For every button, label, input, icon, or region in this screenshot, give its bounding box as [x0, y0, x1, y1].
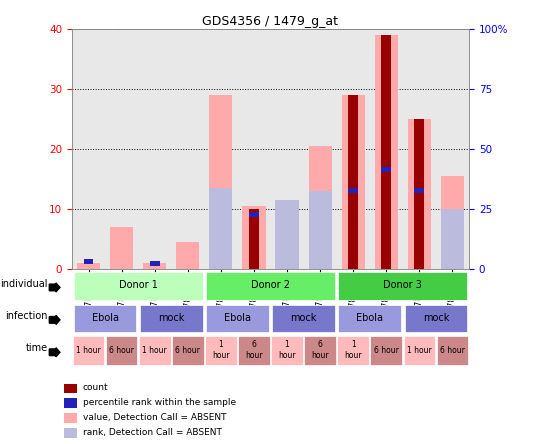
FancyBboxPatch shape	[139, 336, 171, 365]
Text: Donor 1: Donor 1	[119, 280, 158, 290]
Text: 6 hour: 6 hour	[175, 346, 200, 355]
Bar	[381, 167, 391, 172]
Bar	[64, 384, 77, 393]
Text: Ebola: Ebola	[92, 313, 118, 323]
FancyBboxPatch shape	[338, 272, 467, 300]
Text: individual: individual	[1, 278, 48, 289]
FancyBboxPatch shape	[172, 336, 204, 365]
Text: 1
hour: 1 hour	[344, 341, 362, 360]
Text: mock: mock	[423, 313, 449, 323]
Bar	[342, 95, 365, 269]
FancyBboxPatch shape	[206, 305, 269, 332]
FancyBboxPatch shape	[206, 272, 335, 300]
Text: 6
hour: 6 hour	[245, 341, 263, 360]
Text: Ebola: Ebola	[356, 313, 383, 323]
Bar	[64, 413, 77, 423]
Bar	[176, 242, 199, 269]
Text: Donor 2: Donor 2	[251, 280, 290, 290]
Bar	[249, 212, 259, 217]
FancyBboxPatch shape	[74, 305, 136, 332]
Bar	[150, 262, 160, 266]
Text: percentile rank within the sample: percentile rank within the sample	[83, 398, 236, 407]
Text: time: time	[26, 343, 48, 353]
Bar	[110, 227, 133, 269]
FancyBboxPatch shape	[337, 336, 369, 365]
Bar	[441, 176, 464, 269]
Text: rank, Detection Call = ABSENT: rank, Detection Call = ABSENT	[83, 428, 222, 437]
Bar	[441, 209, 464, 269]
FancyBboxPatch shape	[205, 336, 237, 365]
Bar	[209, 95, 232, 269]
Bar	[375, 35, 398, 269]
FancyArrow shape	[49, 348, 60, 357]
Text: Ebola: Ebola	[224, 313, 251, 323]
Text: 6
hour: 6 hour	[311, 341, 329, 360]
Text: 1 hour: 1 hour	[142, 346, 167, 355]
Bar	[408, 119, 431, 269]
FancyBboxPatch shape	[405, 305, 467, 332]
FancyBboxPatch shape	[338, 305, 401, 332]
FancyBboxPatch shape	[106, 336, 138, 365]
Text: 1
hour: 1 hour	[212, 341, 230, 360]
Title: GDS4356 / 1479_g_at: GDS4356 / 1479_g_at	[203, 15, 338, 28]
Text: 1 hour: 1 hour	[76, 346, 101, 355]
Text: 1
hour: 1 hour	[278, 341, 296, 360]
Bar	[348, 188, 358, 193]
Text: 6 hour: 6 hour	[440, 346, 465, 355]
Bar	[415, 119, 424, 269]
Bar	[415, 188, 424, 193]
Bar	[243, 206, 265, 269]
FancyArrow shape	[49, 315, 60, 325]
FancyArrow shape	[49, 283, 60, 292]
FancyBboxPatch shape	[370, 336, 402, 365]
FancyBboxPatch shape	[403, 336, 435, 365]
Bar	[309, 146, 332, 269]
Text: 6 hour: 6 hour	[109, 346, 134, 355]
Bar	[64, 398, 77, 408]
FancyBboxPatch shape	[304, 336, 336, 365]
Text: Donor 3: Donor 3	[383, 280, 422, 290]
Bar	[309, 191, 332, 269]
Text: infection: infection	[5, 311, 48, 321]
FancyBboxPatch shape	[140, 305, 203, 332]
Text: mock: mock	[290, 313, 317, 323]
Bar	[143, 263, 166, 269]
Bar	[276, 200, 298, 269]
FancyBboxPatch shape	[272, 305, 335, 332]
Bar	[84, 259, 93, 264]
FancyBboxPatch shape	[72, 336, 104, 365]
Bar	[381, 35, 391, 269]
Text: value, Detection Call = ABSENT: value, Detection Call = ABSENT	[83, 413, 226, 422]
FancyBboxPatch shape	[437, 336, 469, 365]
Bar	[249, 209, 259, 269]
Bar	[276, 200, 298, 269]
FancyBboxPatch shape	[271, 336, 303, 365]
Text: 6 hour: 6 hour	[374, 346, 399, 355]
Text: 1 hour: 1 hour	[407, 346, 432, 355]
Bar	[77, 263, 100, 269]
Bar	[348, 95, 358, 269]
Bar	[209, 188, 232, 269]
Text: mock: mock	[158, 313, 184, 323]
FancyBboxPatch shape	[74, 272, 203, 300]
Text: count: count	[83, 383, 108, 392]
Bar	[64, 428, 77, 438]
FancyBboxPatch shape	[238, 336, 270, 365]
